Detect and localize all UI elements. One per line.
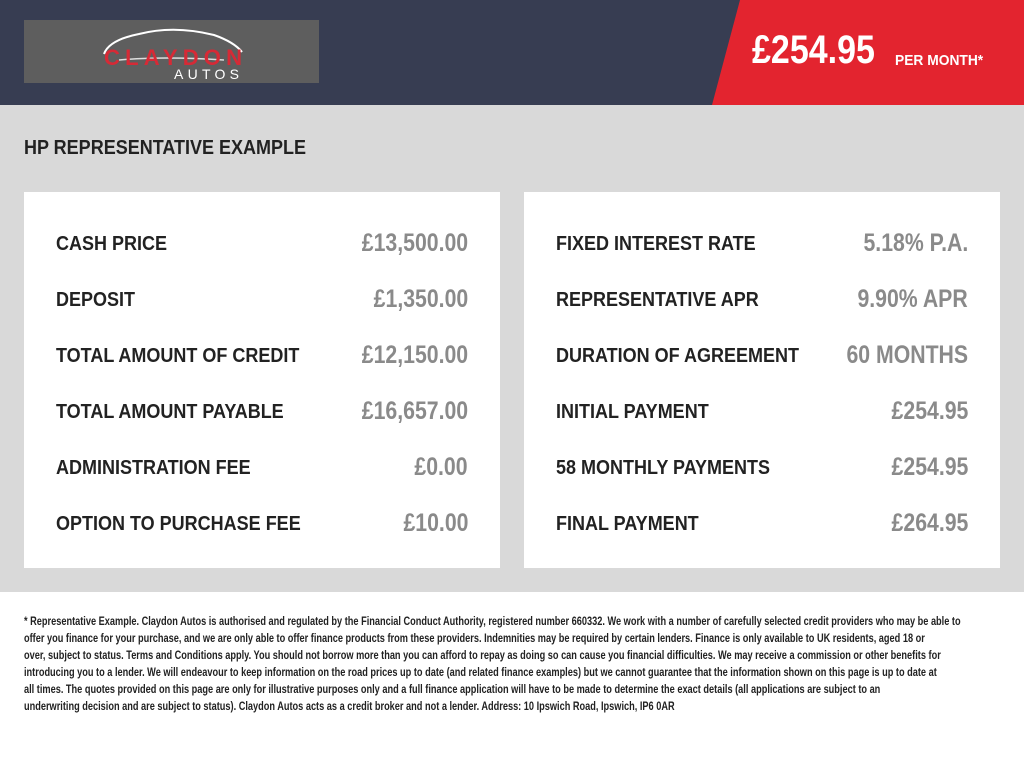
claydon-autos-logo[interactable]: CLAYDON AUTOS [24,20,319,83]
row-label: DURATION OF AGREEMENT [556,345,799,367]
row-value: £12,150.00 [361,341,468,369]
row-label: ADMINISTRATION FEE [56,457,251,479]
finance-row: FIXED INTEREST RATE 5.18% P.A. [524,227,1000,283]
row-label: TOTAL AMOUNT PAYABLE [56,401,284,423]
row-label: FINAL PAYMENT [556,513,699,535]
finance-panel-right: FIXED INTEREST RATE 5.18% P.A. REPRESENTAT… [524,192,1000,568]
row-label: DEPOSIT [56,289,136,311]
disclaimer-line: underwriting decision and are subject to… [24,701,675,713]
row-label: INITIAL PAYMENT [556,401,709,423]
header: CLAYDON AUTOS £254.95 PER MONTH* [0,0,1024,105]
finance-row: OPTION TO PURCHASE FEE £10.00 [24,507,500,563]
finance-row: CASH PRICE £13,500.00 [24,227,500,283]
row-value: 9.90% APR [857,285,968,313]
row-value: £254.95 [891,397,968,425]
finance-row: DEPOSIT £1,350.00 [24,283,500,339]
row-value: £254.95 [891,453,968,481]
car-logo-icon: CLAYDON AUTOS [103,28,243,82]
monthly-price-banner: £254.95 PER MONTH* [712,0,1024,105]
row-value: £13,500.00 [361,229,468,257]
row-label: CASH PRICE [56,233,168,255]
finance-row: 58 MONTHLY PAYMENTS £254.95 [524,451,1000,507]
row-value: £16,657.00 [361,397,468,425]
finance-row: TOTAL AMOUNT OF CREDIT £12,150.00 [24,339,500,395]
svg-text:AUTOS: AUTOS [174,66,239,82]
finance-row: TOTAL AMOUNT PAYABLE £16,657.00 [24,395,500,451]
finance-row: FINAL PAYMENT £264.95 [524,507,1000,563]
disclaimer-line: offer you finance for your purchase, and… [24,633,925,645]
row-label: FIXED INTEREST RATE [556,233,756,255]
per-month-label: PER MONTH* [895,52,984,69]
finance-row: REPRESENTATIVE APR 9.90% APR [524,283,1000,339]
finance-row: DURATION OF AGREEMENT 60 MONTHS [524,339,1000,395]
disclaimer-line: over, subject to status. Terms and Condi… [24,650,941,662]
disclaimer-line: all times. The quotes provided on this p… [24,684,881,696]
row-value: £0.00 [414,453,468,481]
disclaimer-line: * Representative Example. Claydon Autos … [24,616,961,628]
row-value: £1,350.00 [373,285,468,313]
row-value: £264.95 [891,509,968,537]
row-value: 5.18% P.A. [863,229,968,257]
disclaimer: * Representative Example. Claydon Autos … [24,614,961,716]
finance-row: INITIAL PAYMENT £254.95 [524,395,1000,451]
row-label: REPRESENTATIVE APR [556,289,759,311]
row-value: £10.00 [403,509,468,537]
finance-row: ADMINISTRATION FEE £0.00 [24,451,500,507]
disclaimer-line: introducing you to a lender. We will end… [24,667,937,679]
page-title: HP REPRESENTATIVE EXAMPLE [24,137,307,159]
finance-panel-left: CASH PRICE £13,500.00 DEPOSIT £1,350.00 TOTA… [24,192,500,568]
row-label: OPTION TO PURCHASE FEE [56,513,301,535]
row-label: 58 MONTHLY PAYMENTS [556,457,771,479]
monthly-price: £254.95 [752,28,875,72]
row-value: 60 MONTHS [846,341,968,369]
svg-text:CLAYDON: CLAYDON [104,45,242,70]
row-label: TOTAL AMOUNT OF CREDIT [56,345,300,367]
